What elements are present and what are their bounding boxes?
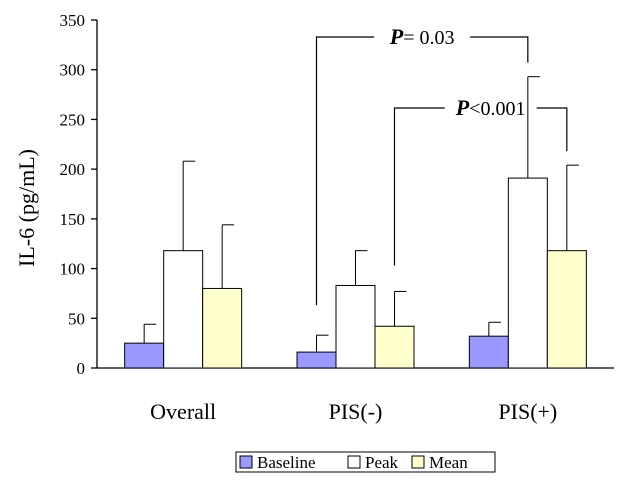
y-tick: 0	[77, 359, 97, 378]
y-tick: 350	[60, 11, 97, 30]
bar-mean-0	[202, 287, 243, 369]
legend-label-mean: Mean	[429, 453, 468, 472]
bar-baseline-2	[468, 335, 509, 369]
y-tick-label: 300	[60, 61, 86, 80]
bar-peak-0	[163, 250, 204, 369]
significance-bracket-1: P<0.001	[393, 95, 568, 266]
significance-bracket-0: P= 0.03	[315, 24, 529, 306]
legend-swatch-baseline	[239, 455, 253, 469]
p-symbol: P	[455, 95, 470, 120]
bar-peak-1	[335, 284, 376, 369]
bar-mean-2	[546, 250, 587, 369]
category-labels: Overall PIS(-) PIS(+)	[150, 399, 557, 424]
bracket-line-1	[393, 107, 568, 266]
y-tick: 50	[68, 309, 97, 328]
bars-group	[124, 76, 587, 369]
y-tick-label: 100	[60, 260, 86, 279]
legend-box	[235, 451, 496, 473]
p-value-text: <0.001	[469, 98, 525, 120]
y-tick-label: 50	[68, 309, 85, 328]
legend: Baseline Peak Mean	[235, 451, 496, 473]
p-value-label-1: P<0.001	[455, 95, 526, 120]
y-tick: 200	[60, 160, 97, 179]
y-tick-label: 350	[60, 11, 86, 30]
p-value-text: = 0.03	[403, 27, 454, 49]
y-axis: 0 50 100 150 200 250 300 350	[60, 11, 614, 378]
significance-annotations: P= 0.03P<0.001	[315, 24, 568, 306]
category-label-2: PIS(+)	[498, 399, 557, 424]
bar-peak-2	[507, 177, 548, 369]
y-tick-label: 250	[60, 110, 86, 129]
y-tick: 300	[60, 61, 97, 80]
y-tick: 150	[60, 210, 97, 229]
y-tick-label: 150	[60, 210, 86, 229]
y-tick-label: 0	[77, 359, 86, 378]
y-tick-label: 200	[60, 160, 86, 179]
legend-swatch-peak	[347, 455, 361, 469]
bar-baseline-0	[124, 342, 165, 369]
legend-swatch-mean	[411, 455, 425, 469]
bracket-line-0	[315, 36, 529, 306]
y-axis-label: IL-6 (pg/mL)	[14, 149, 39, 267]
y-tick: 250	[60, 110, 97, 129]
p-value-label-0: P= 0.03	[389, 24, 455, 49]
bar-baseline-1	[296, 351, 337, 369]
category-label-1: PIS(-)	[329, 399, 383, 424]
p-symbol: P	[389, 24, 404, 49]
legend-label-peak: Peak	[365, 453, 399, 472]
bar-mean-1	[374, 325, 415, 369]
category-label-0: Overall	[150, 399, 216, 424]
y-tick: 100	[60, 260, 97, 279]
legend-label-baseline: Baseline	[257, 453, 316, 472]
